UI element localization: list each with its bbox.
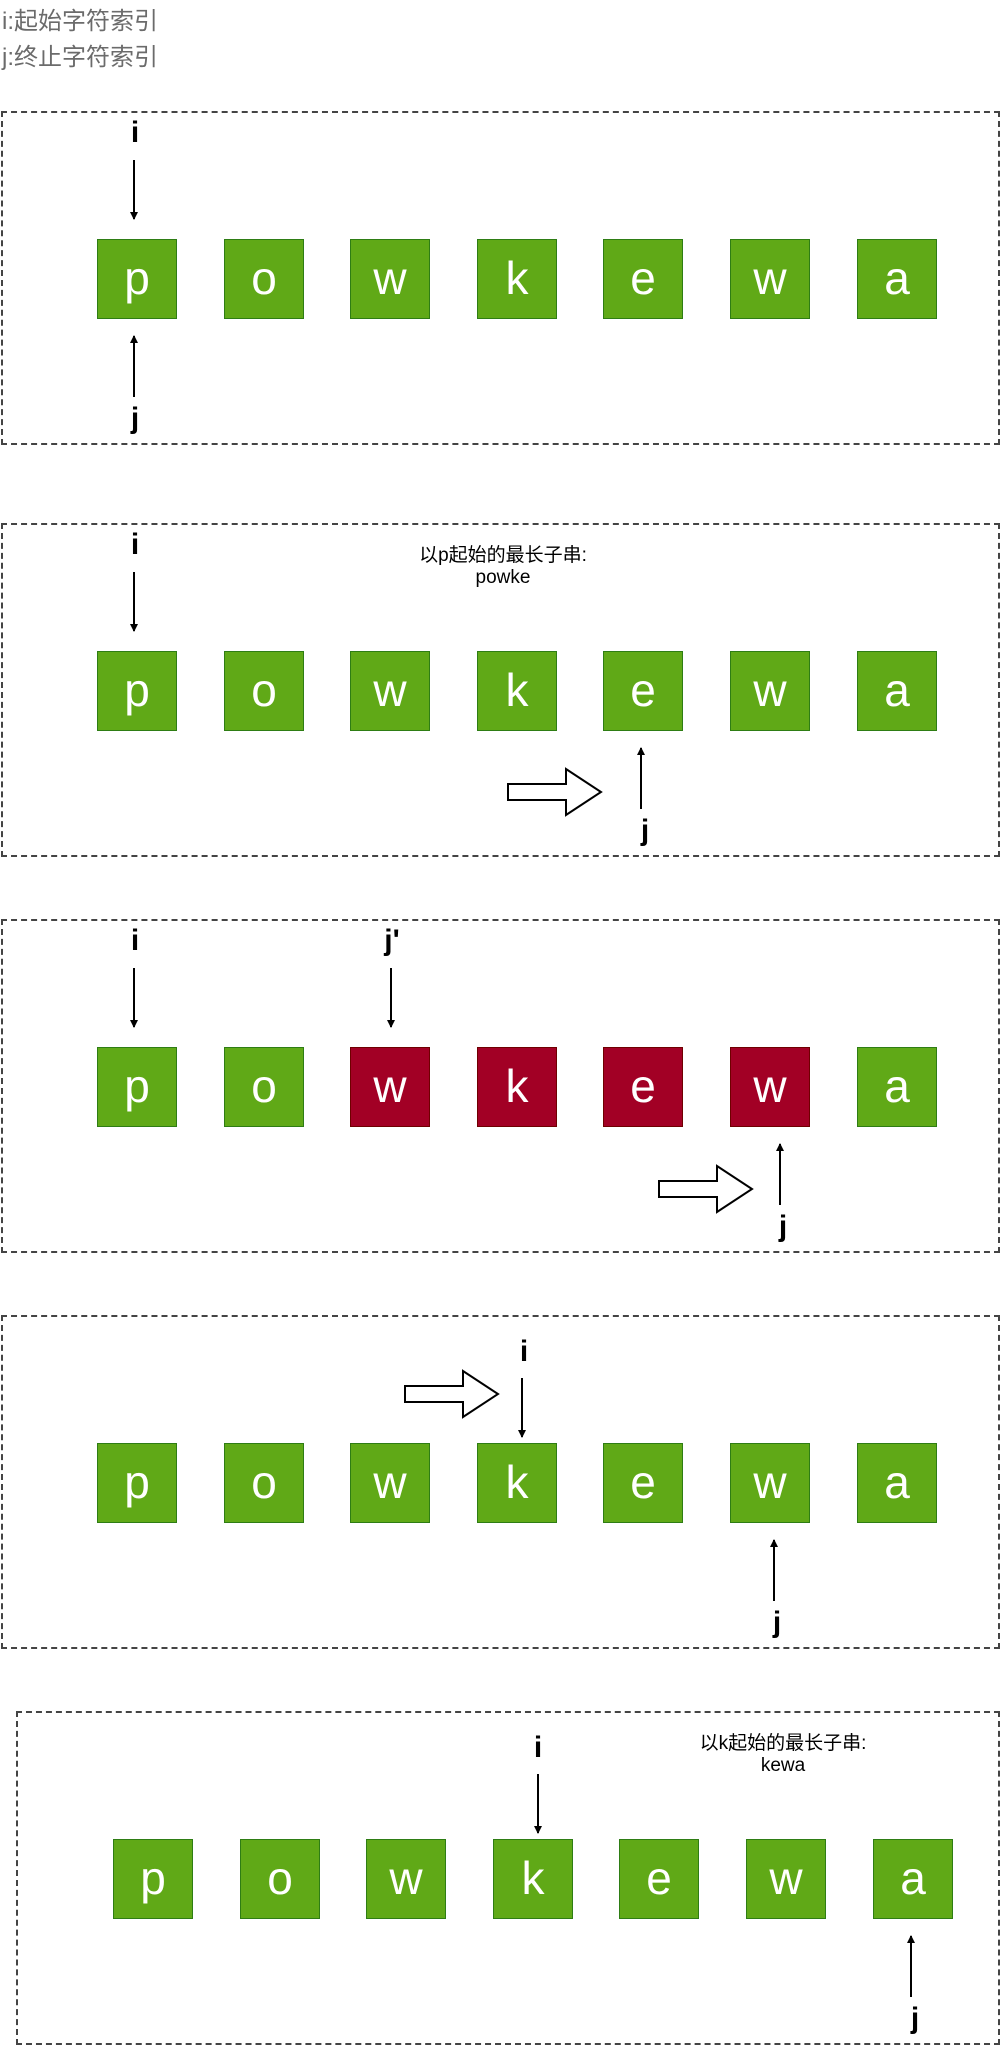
label-i: i xyxy=(519,1335,529,1368)
cell-w2: w xyxy=(730,1047,810,1127)
cell-p: p xyxy=(97,1443,177,1523)
cell-k: k xyxy=(477,1047,557,1127)
cell-k: k xyxy=(477,1443,557,1523)
cell-a: a xyxy=(873,1839,953,1919)
cell-w: w xyxy=(350,1443,430,1523)
label-i: i xyxy=(533,1731,543,1764)
cell-e: e xyxy=(603,651,683,731)
cell-a: a xyxy=(857,1047,937,1127)
cell-e: e xyxy=(619,1839,699,1919)
label-j: j xyxy=(640,814,650,847)
cell-w: w xyxy=(350,1047,430,1127)
cell-w2: w xyxy=(730,1443,810,1523)
label-j-prime: j' xyxy=(384,924,400,957)
cell-w: w xyxy=(350,239,430,319)
cell-p: p xyxy=(97,651,177,731)
panel-4: p o w k e w a i j xyxy=(1,1315,1000,1649)
label-i: i xyxy=(130,528,140,561)
block-arrow-right xyxy=(507,767,603,817)
note-value: powke xyxy=(475,567,531,588)
cell-p: p xyxy=(97,1047,177,1127)
cell-a: a xyxy=(857,651,937,731)
cell-k: k xyxy=(493,1839,573,1919)
cell-w2: w xyxy=(746,1839,826,1919)
note-title: 以p起始的最长子串: xyxy=(419,545,587,566)
cell-o: o xyxy=(224,1047,304,1127)
cell-k: k xyxy=(477,239,557,319)
cell-p: p xyxy=(97,239,177,319)
cell-o: o xyxy=(240,1839,320,1919)
cell-a: a xyxy=(857,1443,937,1523)
label-i: i xyxy=(130,924,140,957)
panel-1: p o w k e w a i j xyxy=(1,111,1000,445)
legend-j: j:终止字符索引 xyxy=(2,44,158,71)
cell-o: o xyxy=(224,239,304,319)
block-arrow-right xyxy=(404,1369,500,1419)
cell-o: o xyxy=(224,651,304,731)
cell-a: a xyxy=(857,239,937,319)
panel-3: p o w k e w a i j' j xyxy=(1,919,1000,1253)
label-j: j xyxy=(910,2002,920,2035)
note-title: 以k起始的最长子串: xyxy=(699,1733,867,1754)
cell-o: o xyxy=(224,1443,304,1523)
cell-w2: w xyxy=(730,239,810,319)
cell-k: k xyxy=(477,651,557,731)
cell-w2: w xyxy=(730,651,810,731)
cell-w: w xyxy=(366,1839,446,1919)
panel-2: p o w k e w a i j 以p起始的最长子串: powke xyxy=(1,523,1000,857)
cell-w: w xyxy=(350,651,430,731)
label-i: i xyxy=(130,116,140,149)
legend-i: i:起始字符索引 xyxy=(2,8,158,35)
cell-p: p xyxy=(113,1839,193,1919)
label-j: j xyxy=(778,1210,788,1243)
label-j: j xyxy=(130,402,140,435)
label-j: j xyxy=(772,1606,782,1639)
panel-5: p o w k e w a i j 以k起始的最长子串: kewa xyxy=(16,1711,1000,2045)
cell-e: e xyxy=(603,239,683,319)
note-value: kewa xyxy=(760,1755,806,1776)
block-arrow-right xyxy=(658,1164,754,1214)
cell-e: e xyxy=(603,1047,683,1127)
cell-e: e xyxy=(603,1443,683,1523)
